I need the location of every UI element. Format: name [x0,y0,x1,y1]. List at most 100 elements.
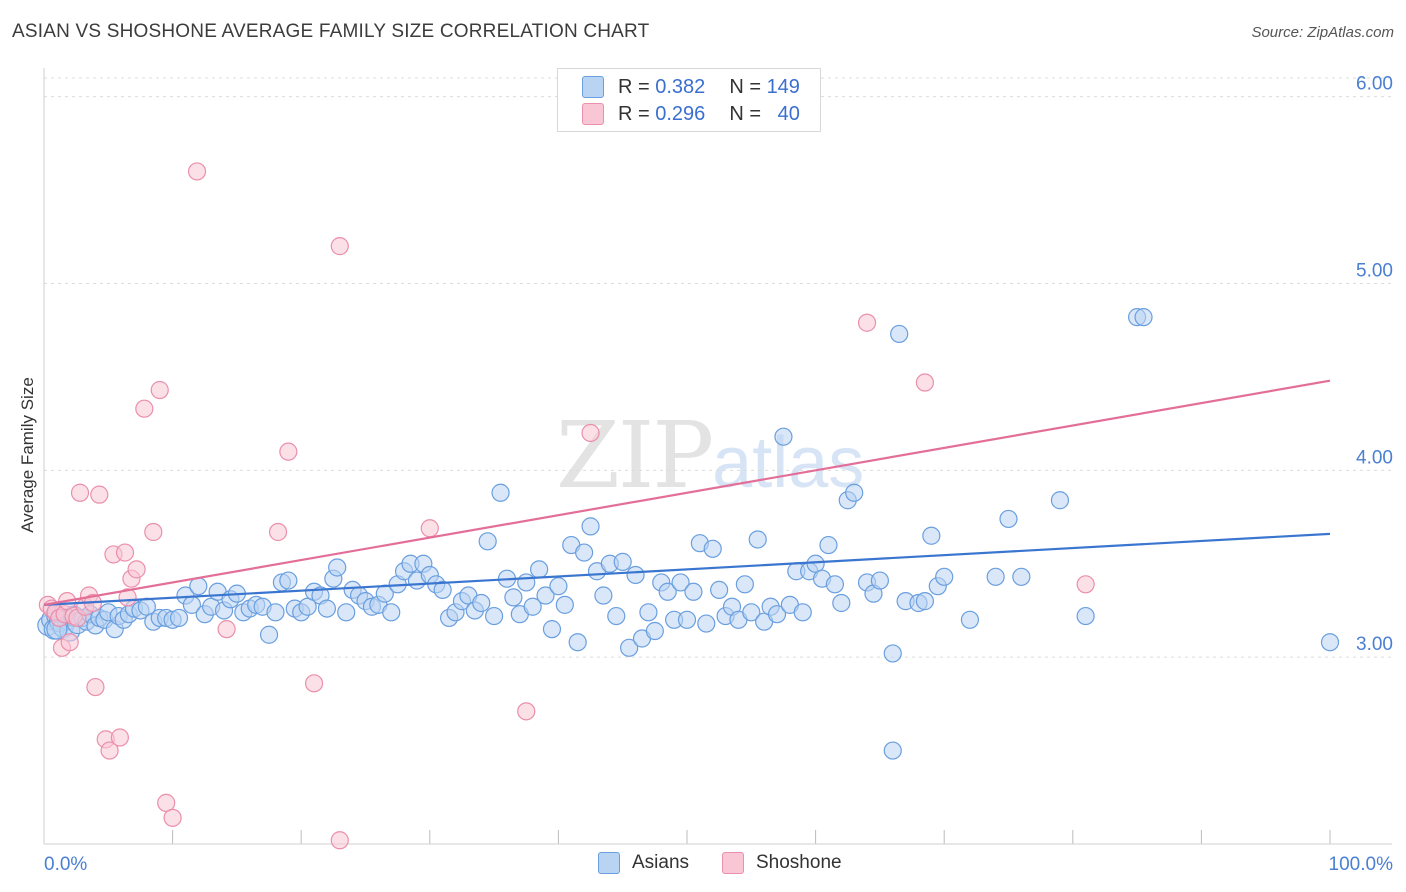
point-asians [935,567,954,586]
point-asians [189,577,208,596]
tick-labels: 3.00 4.00 5.00 6.00 0.0% 100.0% [44,74,1393,875]
point-asians [549,577,568,596]
point-asians [433,580,452,600]
point-shoshone [110,728,129,747]
point-asians [620,638,639,657]
point-shoshone [135,399,154,418]
point-asians [645,621,664,641]
point-asians [626,565,645,585]
legend-n-value-asians: 149 [766,75,800,98]
point-asians [328,558,347,577]
y-tick-label: 3.00 [1356,634,1393,655]
point-shoshone [127,560,146,579]
trend-lines [43,379,1331,606]
point-shoshone [581,423,600,443]
point-shoshone [279,442,298,461]
point-shoshone [857,313,877,332]
point-asians [883,644,902,663]
point-asians [568,633,587,652]
legend-r-label: R = [618,102,650,125]
legend-n-value-shoshone: 40 [777,102,800,125]
point-asians [658,582,677,601]
legend-swatch-shoshone [582,103,604,125]
y-tick-label: 5.00 [1356,261,1393,282]
point-asians [710,580,729,600]
bottom-legend-shoshone[interactable]: Shoshone [722,852,842,874]
point-asians [870,571,890,590]
point-asians [491,483,510,502]
point-asians [845,483,864,502]
point-asians [999,509,1018,529]
point-asians [1012,567,1031,586]
point-asians [793,603,812,622]
point-shoshone [100,741,119,760]
x-tick-label-max: 100.0% [1329,854,1394,875]
point-asians [581,517,600,536]
y-axis-label: Average Family Size [18,377,37,533]
y-tick-label: 4.00 [1356,447,1393,468]
point-asians [530,560,549,579]
point-asians [259,625,279,644]
bottom-legend-swatch-shoshone [722,852,744,874]
point-asians [594,586,613,605]
point-shoshone [304,674,324,693]
point-asians [684,582,703,601]
point-asians [1320,633,1340,652]
point-asians [337,603,356,622]
point-shoshone [330,831,349,850]
bottom-legend-label-asians: Asians [632,852,690,873]
point-asians [542,620,562,639]
point-asians [266,603,285,622]
point-shoshone [1076,575,1095,594]
point-asians [613,552,632,571]
point-shoshone [70,483,90,502]
legend-n-label: N = [729,75,761,98]
bottom-legend-swatch-asians [598,852,620,874]
point-shoshone [268,522,288,542]
point-asians [1134,308,1153,327]
point-asians [279,571,298,590]
point-asians [883,741,902,760]
legend: R = 0.382 N = 149 R = 0.296 N = 40 [557,68,821,132]
point-asians [825,575,844,594]
point-asians [748,530,767,549]
legend-swatch-asians [582,76,604,98]
point-shoshone [60,633,79,652]
point-asians [922,526,941,545]
point-shoshone [330,237,349,256]
point-asians [671,573,690,592]
point-shoshone [144,522,163,542]
point-asians [169,608,189,628]
point-asians [639,603,658,622]
chart-title: ASIAN VS SHOSHONE AVERAGE FAMILY SIZE CO… [12,21,650,42]
point-shoshone [187,162,207,181]
point-asians [677,610,697,629]
point-shoshone [157,793,176,812]
point-shoshone [517,702,536,721]
point-asians [960,610,980,629]
point-asians [915,592,935,611]
watermark-zip: ZIP [556,402,714,509]
point-shoshone [86,677,105,697]
point-asians [1050,491,1070,510]
legend-r-label: R = [618,75,650,98]
point-asians [504,588,523,607]
bottom-legend-label-shoshone: Shoshone [756,852,842,873]
point-asians [485,606,504,626]
bottom-legend-asians[interactable]: Asians [598,852,689,874]
legend-n-label: N = [729,102,761,125]
point-asians [382,603,401,622]
point-shoshone [420,519,439,538]
point-shoshone [90,485,109,504]
point-asians [317,599,337,618]
legend-r-value-shoshone: 0.296 [655,102,706,125]
trend-line-asians [43,532,1331,606]
x-tick-label-min: 0.0% [44,854,87,875]
point-asians [697,614,716,633]
legend-row-asians: R = 0.382 N = 149 [582,75,800,99]
source-label: Source: ZipAtlas.com [1251,24,1394,41]
point-shoshone [163,808,182,827]
point-asians [536,586,555,605]
bottom-legend: Asians Shoshone [0,852,1406,876]
